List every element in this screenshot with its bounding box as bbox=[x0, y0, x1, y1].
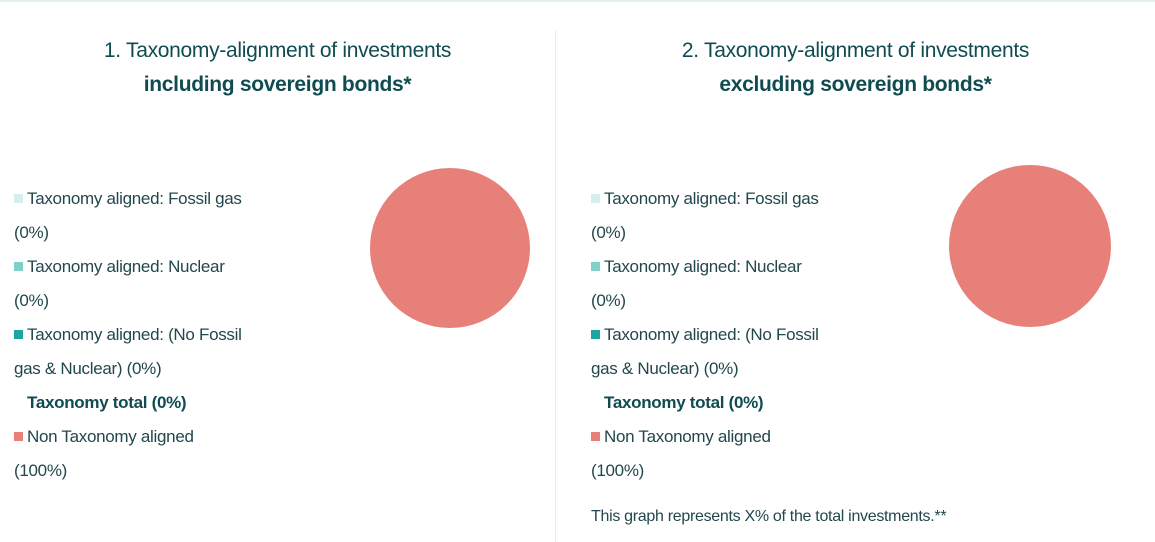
footnote: This graph represents X% of the total in… bbox=[591, 508, 947, 525]
legend: Taxonomy aligned: Fossil gas (0%) Taxonom… bbox=[591, 182, 826, 488]
legend-item: Taxonomy aligned: Nuclear (0%) bbox=[14, 250, 249, 318]
chart-title: 1. Taxonomy-alignment of investments bbox=[103, 39, 452, 62]
pie-chart bbox=[949, 165, 1111, 327]
chart-title-block: 1. Taxonomy-alignment of investments incl… bbox=[0, 34, 555, 102]
divider bbox=[555, 30, 556, 542]
legend-swatch bbox=[14, 262, 23, 271]
legend-item: Non Taxonomy aligned (100%) bbox=[591, 420, 826, 488]
legend-swatch bbox=[14, 194, 23, 203]
legend-item: Taxonomy aligned: Fossil gas (0%) bbox=[591, 182, 826, 250]
legend-total: Taxonomy total (0%) bbox=[604, 393, 764, 412]
legend-item: Taxonomy aligned: Nuclear (0%) bbox=[591, 250, 826, 318]
legend-swatch bbox=[14, 330, 23, 339]
legend-label: Taxonomy aligned: Nuclear (0%) bbox=[591, 257, 802, 310]
pie-slice bbox=[370, 168, 530, 328]
legend-label: Taxonomy aligned: Fossil gas (0%) bbox=[591, 189, 819, 242]
chart-panel: 2. Taxonomy-alignment of investments excl… bbox=[578, 0, 1133, 542]
chart-title-block: 2. Taxonomy-alignment of investments excl… bbox=[578, 34, 1133, 102]
legend-label: Non Taxonomy aligned (100%) bbox=[14, 427, 194, 480]
legend-swatch bbox=[591, 432, 600, 441]
chart-panel: 1. Taxonomy-alignment of investments incl… bbox=[0, 0, 555, 542]
chart-subtitle: excluding sovereign bonds* bbox=[719, 73, 992, 96]
legend-swatch bbox=[14, 432, 23, 441]
legend-label: Taxonomy aligned: Fossil gas (0%) bbox=[14, 189, 242, 242]
legend-swatch bbox=[591, 330, 600, 339]
top-border bbox=[0, 0, 1155, 2]
legend-label: Taxonomy aligned: Nuclear (0%) bbox=[14, 257, 225, 310]
chart-subtitle: including sovereign bonds* bbox=[143, 73, 412, 96]
legend: Taxonomy aligned: Fossil gas (0%) Taxonom… bbox=[14, 182, 249, 488]
legend-item: Non Taxonomy aligned (100%) bbox=[14, 420, 249, 488]
legend-item: Taxonomy aligned: (No Fossil gas & Nucle… bbox=[14, 318, 249, 386]
legend-label: Taxonomy aligned: (No Fossil gas & Nucle… bbox=[591, 325, 819, 378]
legend-total: Taxonomy total (0%) bbox=[27, 393, 187, 412]
pie-slice bbox=[949, 165, 1111, 327]
pie-chart bbox=[370, 168, 530, 328]
legend-swatch bbox=[591, 194, 600, 203]
legend-swatch bbox=[591, 262, 600, 271]
legend-item: Taxonomy aligned: (No Fossil gas & Nucle… bbox=[591, 318, 826, 386]
chart-title: 2. Taxonomy-alignment of investments bbox=[681, 39, 1030, 62]
legend-label: Non Taxonomy aligned (100%) bbox=[591, 427, 771, 480]
legend-label: Taxonomy aligned: (No Fossil gas & Nucle… bbox=[14, 325, 242, 378]
legend-item: Taxonomy aligned: Fossil gas (0%) bbox=[14, 182, 249, 250]
